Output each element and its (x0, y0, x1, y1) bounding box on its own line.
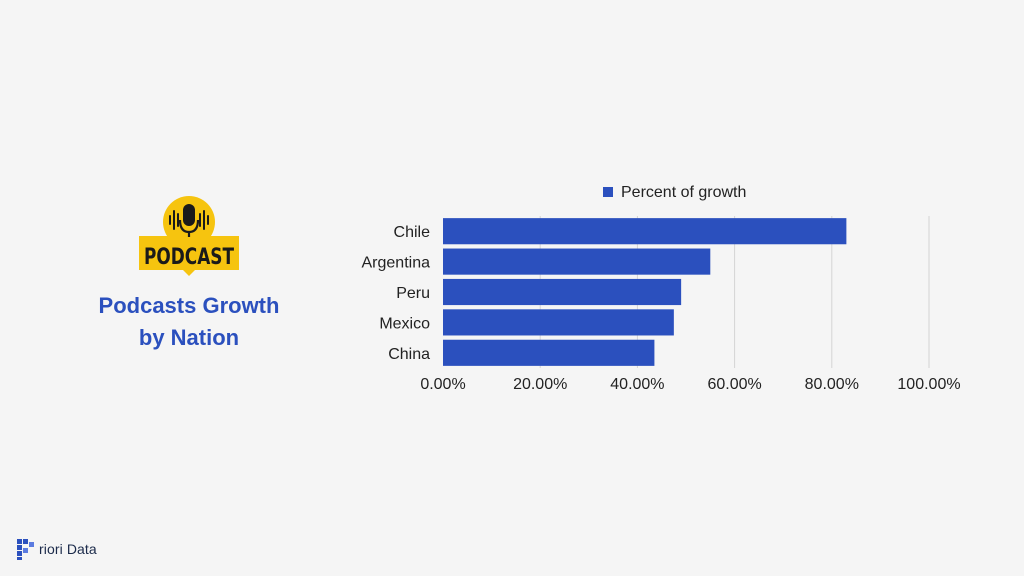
category-label: Peru (396, 285, 430, 302)
legend: Percent of growth (603, 184, 746, 201)
bars (443, 218, 847, 366)
bar-argentina (443, 248, 711, 275)
tick-label: 0.00% (420, 376, 465, 393)
category-label: Argentina (362, 255, 431, 272)
legend-swatch (603, 187, 613, 197)
category-label: Chile (394, 224, 431, 241)
x-axis-tick-labels: 0.00% 20.00% 40.00% 60.00% 80.00% 100.00% (420, 376, 960, 393)
page-title: Podcasts Growth by Nation (60, 290, 318, 354)
category-label: China (388, 346, 430, 363)
podcast-logo: PODCAST (139, 196, 239, 276)
category-labels: Chile Argentina Peru Mexico China (362, 224, 431, 363)
brand-text: riori Data (39, 541, 97, 557)
bar-mexico (443, 309, 674, 336)
logo-pin (183, 270, 195, 276)
legend-label: Percent of growth (621, 184, 746, 201)
tick-label: 20.00% (513, 376, 567, 393)
bar-peru (443, 278, 682, 306)
bar-chile (443, 218, 847, 245)
microphone-icon (178, 204, 200, 237)
sound-wave-icon (169, 210, 209, 230)
tick-label: 100.00% (897, 376, 960, 393)
category-label: Mexico (379, 315, 430, 332)
logo-banner (139, 236, 239, 270)
tick-label: 60.00% (707, 376, 761, 393)
logo-label: PODCAST (144, 245, 234, 270)
page-title-line-1: Podcasts Growth (98, 293, 280, 318)
tick-label: 80.00% (805, 376, 859, 393)
priori-logo-icon (17, 539, 34, 560)
bar-china (443, 339, 655, 366)
page-title-line-2: by Nation (138, 325, 240, 350)
priori-data-logo: riori Data (16, 536, 97, 562)
tick-label: 40.00% (610, 376, 664, 393)
